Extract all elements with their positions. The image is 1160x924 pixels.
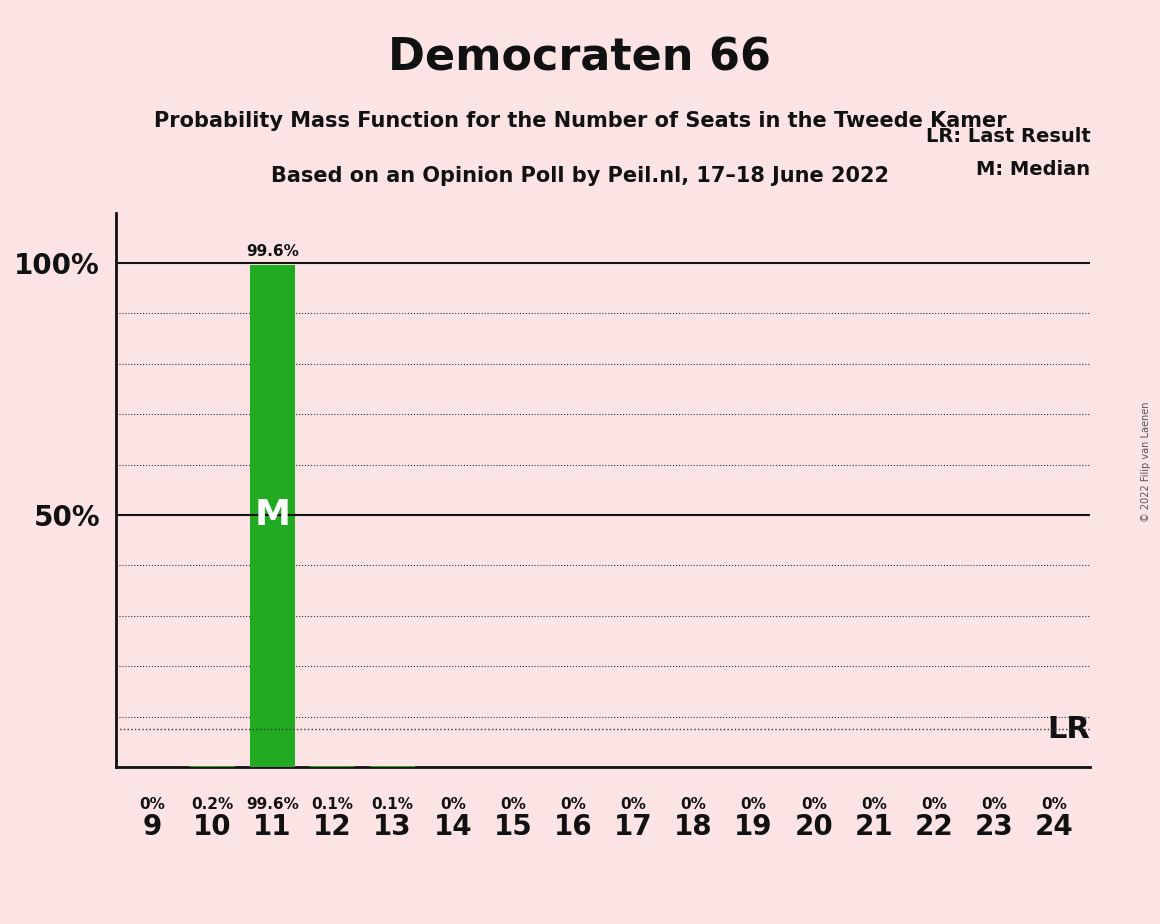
Text: Based on an Opinion Poll by Peil.nl, 17–18 June 2022: Based on an Opinion Poll by Peil.nl, 17–… <box>271 166 889 187</box>
Text: 99.6%: 99.6% <box>246 797 299 812</box>
Text: LR: LR <box>1047 714 1090 744</box>
Bar <box>190 766 234 767</box>
Text: 0%: 0% <box>861 797 886 812</box>
Text: M: M <box>254 498 290 532</box>
Text: 0%: 0% <box>681 797 706 812</box>
Text: 0%: 0% <box>981 797 1007 812</box>
Text: 0.1%: 0.1% <box>371 797 414 812</box>
Bar <box>249 265 295 767</box>
Text: 99.6%: 99.6% <box>246 244 299 259</box>
Text: 0%: 0% <box>800 797 827 812</box>
Text: 0%: 0% <box>440 797 466 812</box>
Text: 0%: 0% <box>921 797 947 812</box>
Text: Democraten 66: Democraten 66 <box>389 37 771 80</box>
Text: 0%: 0% <box>1042 797 1067 812</box>
Text: 0%: 0% <box>500 797 525 812</box>
Text: M: Median: M: Median <box>977 160 1090 179</box>
Text: 0%: 0% <box>139 797 165 812</box>
Text: 0%: 0% <box>560 797 586 812</box>
Text: 0%: 0% <box>621 797 646 812</box>
Text: 0%: 0% <box>740 797 767 812</box>
Text: Probability Mass Function for the Number of Seats in the Tweede Kamer: Probability Mass Function for the Number… <box>153 111 1007 131</box>
Text: 0.2%: 0.2% <box>191 797 233 812</box>
Text: © 2022 Filip van Laenen: © 2022 Filip van Laenen <box>1140 402 1151 522</box>
Text: LR: Last Result: LR: Last Result <box>926 127 1090 146</box>
Text: 0.1%: 0.1% <box>312 797 354 812</box>
